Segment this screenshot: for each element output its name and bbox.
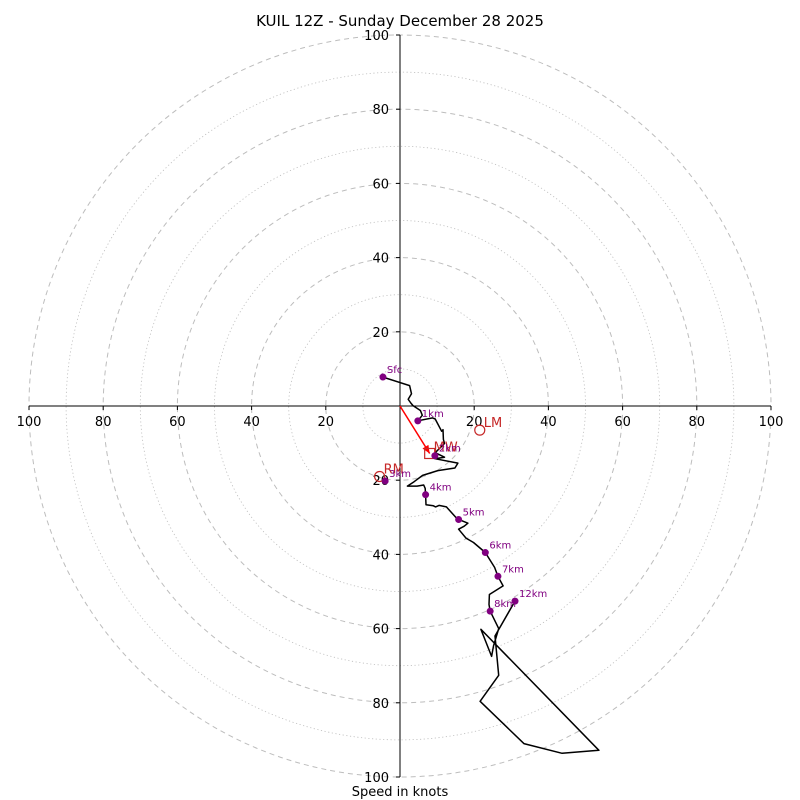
tick-label-top-20: 20	[372, 326, 389, 341]
height-marker-sfc-dot	[379, 374, 386, 381]
height-marker-6km-label: 6km	[489, 541, 511, 552]
height-marker-1km-dot	[414, 417, 421, 424]
tick-label-right-40: 40	[540, 415, 557, 430]
tick-label-left-20: 20	[318, 415, 335, 430]
tick-label-bottom-40: 40	[372, 548, 389, 563]
tick-label-right-20: 20	[466, 415, 483, 430]
tick-label-right-100: 100	[759, 415, 784, 430]
tick-label-top-40: 40	[372, 252, 389, 267]
tick-label-left-80: 80	[95, 415, 112, 430]
height-marker-7km-label: 7km	[502, 564, 524, 575]
tick-label-left-40: 40	[243, 415, 260, 430]
height-marker-5km-dot	[455, 516, 462, 523]
tick-label-top-60: 60	[372, 177, 389, 192]
height-marker-1km-label: 1km	[422, 409, 444, 420]
hodograph-chart: KUIL 12Z - Sunday December 28 2025 100 80…	[0, 0, 800, 800]
tick-label-top-100: 100	[364, 29, 389, 44]
tick-label-left-60: 60	[169, 415, 186, 430]
height-marker-12km-label: 12km	[519, 589, 547, 600]
x-axis-label: Speed in knots	[352, 785, 449, 800]
height-marker-6km-dot	[482, 549, 489, 556]
tick-label-right-60: 60	[614, 415, 631, 430]
hodograph-trace	[383, 377, 599, 753]
height-marker-5km-label: 5km	[463, 508, 485, 519]
height-marker-8km-dot	[487, 608, 494, 615]
tick-label-bottom-100: 100	[364, 771, 389, 786]
storm-motion-arrowhead	[422, 445, 429, 454]
left-mover-label: LM	[484, 416, 502, 431]
height-marker-2km-label: 2km	[439, 444, 461, 455]
tick-label-left-100: 100	[17, 415, 42, 430]
hodograph-trace-group	[383, 377, 599, 753]
height-marker-12km-dot	[512, 598, 519, 605]
tick-label-top-80: 80	[372, 103, 389, 118]
height-marker-4km-dot	[422, 491, 429, 498]
height-marker-3km-dot	[382, 477, 389, 484]
tick-label-bottom-60: 60	[372, 623, 389, 638]
tick-label-right-80: 80	[689, 415, 706, 430]
height-marker-7km-dot	[494, 573, 501, 580]
chart-title: KUIL 12Z - Sunday December 28 2025	[256, 12, 544, 30]
height-marker-sfc-label: Sfc	[387, 365, 402, 376]
tick-label-bottom-80: 80	[372, 697, 389, 712]
height-marker-2km-dot	[431, 452, 438, 459]
height-marker-4km-label: 4km	[430, 483, 452, 494]
height-marker-3km-label: 3km	[389, 469, 411, 480]
